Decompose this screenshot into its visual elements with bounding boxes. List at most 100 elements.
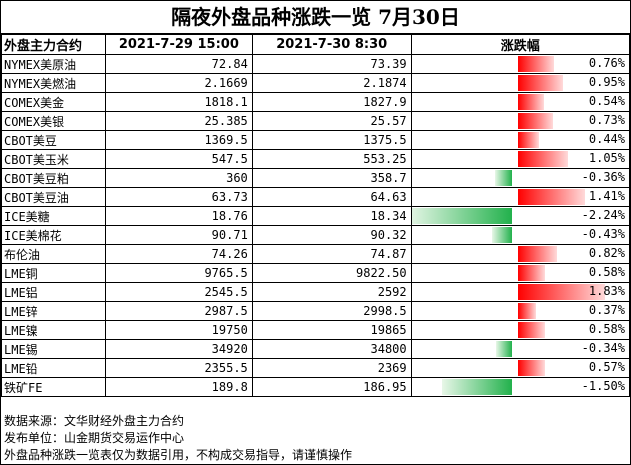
contract-name: CBOT美玉米 xyxy=(1,149,106,169)
prev-price: 72.84 xyxy=(104,54,253,74)
curr-price: 186.95 xyxy=(251,377,412,397)
contract-name: COMEX美金 xyxy=(1,92,106,112)
curr-price: 34800 xyxy=(251,339,412,359)
change-percent: 0.37% xyxy=(588,303,625,317)
change-percent: 0.54% xyxy=(588,94,625,108)
table-row: COMEX美金 1818.1 1827.9 0.54% xyxy=(1,92,631,112)
prev-price: 74.26 xyxy=(104,244,253,264)
table-body: NYMEX美原油 72.84 73.39 0.76% NYMEX美燃油 2.1669 2.1… xyxy=(1,54,631,397)
change-percent: 0.44% xyxy=(588,132,625,146)
change-cell: 0.44% xyxy=(410,130,631,150)
curr-price: 25.57 xyxy=(251,111,412,131)
curr-price: 90.32 xyxy=(251,225,412,245)
header-change: 涨跌幅 xyxy=(410,34,631,55)
contract-name: CBOT美豆粕 xyxy=(1,168,106,188)
change-cell: 1.41% xyxy=(410,187,631,207)
contract-name: LME锌 xyxy=(1,301,106,321)
contract-name: NYMEX美燃油 xyxy=(1,73,106,93)
table-row: LME铝 2545.5 2592 1.83% xyxy=(1,282,631,302)
table-row: LME锌 2987.5 2998.5 0.37% xyxy=(1,301,631,321)
page-title: 隔夜外盘品种涨跌一览 7月30日 xyxy=(1,1,630,34)
change-bar-up xyxy=(517,284,605,300)
prev-price: 2545.5 xyxy=(104,282,253,302)
footnotes: 数据来源：文华财经外盘主力合约 发布单位：山金期货交易运作中心 外盘品种涨跌一览… xyxy=(4,413,352,464)
change-cell: -0.34% xyxy=(410,339,631,359)
change-percent: 0.95% xyxy=(588,75,625,89)
curr-price: 358.7 xyxy=(251,168,412,188)
header-curr-time: 2021-7-30 8:30 xyxy=(251,34,412,55)
change-cell: 0.82% xyxy=(410,244,631,264)
change-percent: -0.34% xyxy=(581,341,625,355)
note-disclaimer: 外盘品种涨跌一览表仅为数据引用，不构成交易指导，请谨慎操作 xyxy=(4,448,353,462)
change-bar-up xyxy=(517,56,554,72)
table-row: LME铅 2355.5 2369 0.57% xyxy=(1,358,631,378)
change-bar-up xyxy=(517,246,557,262)
change-percent: 1.41% xyxy=(588,189,625,203)
change-bar-up xyxy=(517,151,568,167)
change-cell: -2.24% xyxy=(410,206,631,226)
change-percent: 0.76% xyxy=(588,56,625,70)
change-percent: -0.43% xyxy=(581,227,625,241)
change-cell: 1.05% xyxy=(410,149,631,169)
change-percent: -1.50% xyxy=(581,379,625,393)
contract-name: 铁矿FE xyxy=(1,377,106,397)
contract-name: NYMEX美原油 xyxy=(1,54,106,74)
prev-price: 25.385 xyxy=(104,111,253,131)
change-bar-up xyxy=(517,360,545,376)
prev-price: 360 xyxy=(104,168,253,188)
change-cell: -0.43% xyxy=(410,225,631,245)
change-bar-up xyxy=(517,265,545,281)
contract-name: ICE美糖 xyxy=(1,206,106,226)
table-row: CBOT美豆油 63.73 64.63 1.41% xyxy=(1,187,631,207)
contract-name: LME铅 xyxy=(1,358,106,378)
change-bar-down xyxy=(442,379,512,395)
prev-price: 1369.5 xyxy=(104,130,253,150)
change-percent: 0.58% xyxy=(588,265,625,279)
header-prev-time: 2021-7-29 15:00 xyxy=(104,34,253,55)
contract-name: CBOT美豆 xyxy=(1,130,106,150)
contract-name: COMEX美银 xyxy=(1,111,106,131)
curr-price: 64.63 xyxy=(251,187,412,207)
table-row: CBOT美豆粕 360 358.7 -0.36% xyxy=(1,168,631,188)
change-bar-up xyxy=(517,75,563,91)
change-percent: 0.57% xyxy=(588,360,625,374)
change-cell: 0.76% xyxy=(410,54,631,74)
change-percent: -0.36% xyxy=(581,170,625,184)
curr-price: 1827.9 xyxy=(251,92,412,112)
table-header-row: 外盘主力合约 2021-7-29 15:00 2021-7-30 8:30 涨跌… xyxy=(1,34,631,55)
change-bar-up xyxy=(517,303,536,319)
prev-price: 18.76 xyxy=(104,206,253,226)
curr-price: 2592 xyxy=(251,282,412,302)
table-row: ICE美棉花 90.71 90.32 -0.43% xyxy=(1,225,631,245)
change-percent: 0.82% xyxy=(588,246,625,260)
note-publisher: 发布单位：山金期货交易运作中心 xyxy=(4,431,185,445)
curr-price: 2.1874 xyxy=(251,73,412,93)
table-row: 铁矿FE 189.8 186.95 -1.50% xyxy=(1,377,631,397)
change-cell: 0.73% xyxy=(410,111,631,131)
change-bar-up xyxy=(517,94,544,110)
change-cell: -0.36% xyxy=(410,168,631,188)
curr-price: 553.25 xyxy=(251,149,412,169)
change-percent: 0.73% xyxy=(588,113,625,127)
prev-price: 547.5 xyxy=(104,149,253,169)
change-cell: 1.83% xyxy=(410,282,631,302)
header-contract: 外盘主力合约 xyxy=(1,34,106,55)
prev-price: 2355.5 xyxy=(104,358,253,378)
prev-price: 2.1669 xyxy=(104,73,253,93)
table-row: NYMEX美原油 72.84 73.39 0.76% xyxy=(1,54,631,74)
change-cell: 0.95% xyxy=(410,73,631,93)
table-row: COMEX美银 25.385 25.57 0.73% xyxy=(1,111,631,131)
prev-price: 90.71 xyxy=(104,225,253,245)
change-cell: 0.58% xyxy=(410,320,631,340)
prev-price: 2987.5 xyxy=(104,301,253,321)
change-bar-down xyxy=(495,170,512,186)
change-cell: 0.58% xyxy=(410,263,631,283)
contract-name: 布伦油 xyxy=(1,244,106,264)
table-row: CBOT美豆 1369.5 1375.5 0.44% xyxy=(1,130,631,150)
change-bar-down xyxy=(412,208,512,224)
curr-price: 1375.5 xyxy=(251,130,412,150)
note-source: 数据来源：文华财经外盘主力合约 xyxy=(4,414,185,428)
futures-table: 外盘主力合约 2021-7-29 15:00 2021-7-30 8:30 涨跌… xyxy=(1,34,631,397)
change-percent: 0.58% xyxy=(588,322,625,336)
